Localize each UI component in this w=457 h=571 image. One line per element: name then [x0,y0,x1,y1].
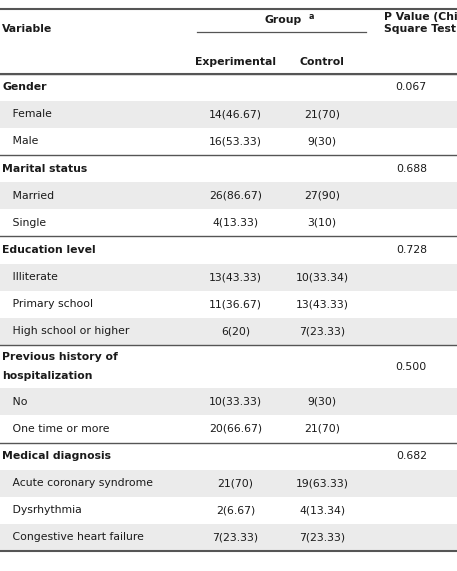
Text: Male: Male [2,136,39,147]
Text: 11(36.67): 11(36.67) [209,299,262,309]
Bar [0,74,457,100]
Text: Experimental: Experimental [195,57,276,67]
Text: 0.500: 0.500 [396,361,427,372]
Bar [0,291,457,317]
Text: a: a [308,13,314,21]
Text: 3(10): 3(10) [308,218,337,228]
Text: 13(43.33): 13(43.33) [296,299,349,309]
Text: 4(13.34): 4(13.34) [299,505,345,516]
Text: 9(30): 9(30) [308,136,337,147]
Bar [0,155,457,182]
Text: Control: Control [300,57,345,67]
Text: 20(66.67): 20(66.67) [209,424,262,434]
Text: Married: Married [2,191,54,201]
Text: Primary school: Primary school [2,299,93,309]
Bar [0,128,457,155]
Text: 13(43.33): 13(43.33) [209,272,262,282]
Text: Acute coronary syndrome: Acute coronary syndrome [2,478,153,488]
Text: High school or higher: High school or higher [2,326,130,336]
Text: Dysrhythmia: Dysrhythmia [2,505,82,516]
Text: 21(70): 21(70) [218,478,253,488]
Bar [0,182,457,209]
Text: 10(33.34): 10(33.34) [296,272,349,282]
Text: 10(33.33): 10(33.33) [209,397,262,407]
Text: 7(23.33): 7(23.33) [299,532,345,542]
Text: 26(86.67): 26(86.67) [209,191,262,201]
Text: 14(46.67): 14(46.67) [209,109,262,119]
Text: Variable: Variable [2,24,53,34]
Text: Single: Single [2,218,47,228]
Text: 21(70): 21(70) [304,424,340,434]
Bar [0,443,457,469]
Text: 7(23.33): 7(23.33) [299,326,345,336]
Bar [0,524,457,551]
Text: 0.067: 0.067 [396,82,427,93]
Bar [0,415,457,443]
Bar [0,469,457,497]
Text: 16(53.33): 16(53.33) [209,136,262,147]
Bar [0,388,457,415]
Text: Marital status: Marital status [2,163,88,174]
Text: 0.688: 0.688 [396,163,427,174]
Bar [0,236,457,263]
Text: 4(13.33): 4(13.33) [213,218,258,228]
Text: Illiterate: Illiterate [2,272,58,282]
Text: Previous history of: Previous history of [2,352,118,361]
Text: Group: Group [265,15,302,25]
Bar [0,100,457,128]
Text: hospitalization: hospitalization [2,371,93,381]
Bar [0,263,457,291]
Bar [0,50,457,74]
Text: 7(23.33): 7(23.33) [213,532,258,542]
Text: 2(6.67): 2(6.67) [216,505,255,516]
Text: P Value (Chi-
Square Test): P Value (Chi- Square Test) [384,12,457,34]
Text: 0.682: 0.682 [396,451,427,461]
Text: 9(30): 9(30) [308,397,337,407]
Bar [0,497,457,524]
Text: No: No [2,397,28,407]
Text: Medical diagnosis: Medical diagnosis [2,451,112,461]
Text: 19(63.33): 19(63.33) [296,478,349,488]
Bar [0,209,457,236]
Text: 6(20): 6(20) [221,326,250,336]
Text: One time or more: One time or more [2,424,110,434]
Text: Female: Female [2,109,52,119]
Text: Education level: Education level [2,245,96,255]
Text: 21(70): 21(70) [304,109,340,119]
Bar [0,9,457,50]
Bar [0,317,457,345]
Text: 27(90): 27(90) [304,191,340,201]
Text: 0.728: 0.728 [396,245,427,255]
Text: Congestive heart failure: Congestive heart failure [2,532,144,542]
Text: Gender: Gender [2,82,47,93]
Bar [0,345,457,388]
